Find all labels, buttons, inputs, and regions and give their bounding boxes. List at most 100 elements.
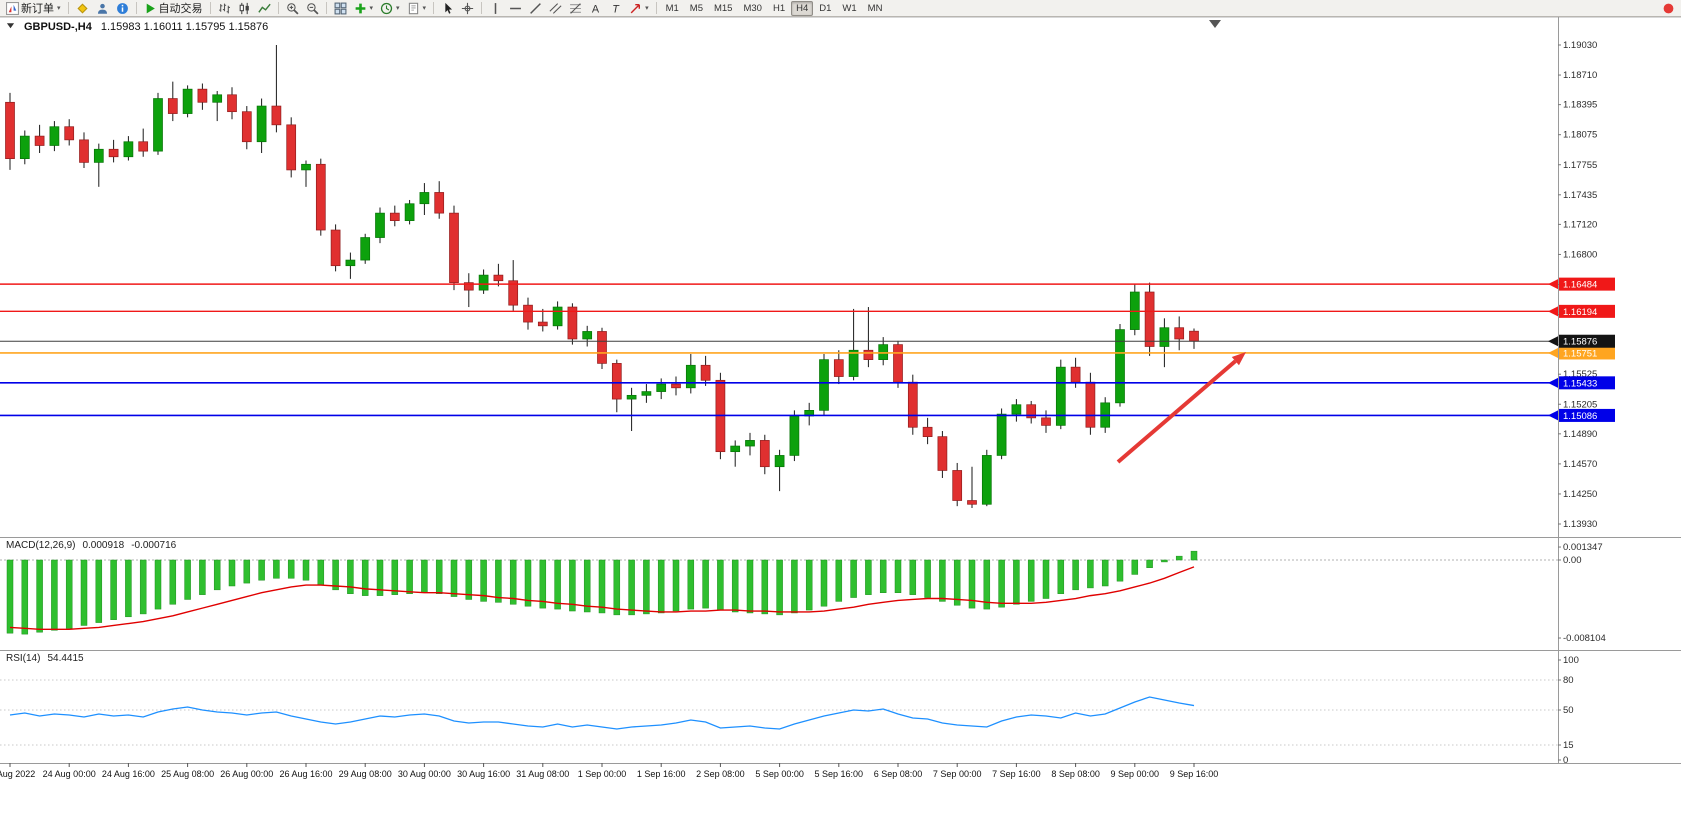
macd-bar (495, 559, 502, 603)
panel-splitter[interactable] (0, 535, 1558, 540)
templates-icon (407, 2, 420, 15)
macd-bar (717, 559, 724, 611)
timeframe-h4-button[interactable]: H4 (791, 0, 814, 16)
price-scale-label: 1.15205 (1563, 399, 1597, 410)
timeframe-m5-button[interactable]: M5 (685, 1, 708, 16)
crosshair-button[interactable] (458, 1, 477, 16)
candle (567, 306, 578, 340)
dropdown-arrow-icon[interactable]: ▾ (369, 5, 374, 12)
trendline-button[interactable] (526, 1, 545, 16)
main-toolbar: 新订单 ▾ 自动交易 ▾ ▾ ▾ A T ▾ M1 M5 M15 M30 H1 H4 D1 W1 MN (0, 0, 1681, 17)
time-axis-label: 30 Aug 16:00 (457, 769, 510, 779)
community-button[interactable] (93, 1, 112, 16)
text-button[interactable]: A (586, 1, 605, 16)
candle (389, 212, 400, 221)
timeframe-m1-button[interactable]: M1 (661, 1, 684, 16)
macd-bar (894, 559, 902, 593)
shift-marker-icon[interactable] (1209, 20, 1221, 28)
zoom-in-icon (286, 2, 299, 15)
line-chart-button[interactable] (255, 1, 274, 16)
timeframe-mn-button[interactable]: MN (863, 1, 888, 16)
line-chart-icon (257, 2, 271, 15)
time-axis[interactable] (0, 763, 1558, 781)
candle (34, 135, 45, 146)
trendline-icon (529, 2, 542, 15)
macd-name: MACD(12,26,9) (6, 540, 76, 551)
dropdown-arrow-icon[interactable]: ▾ (645, 5, 649, 12)
cursor-button[interactable] (438, 1, 457, 16)
macd-bar (80, 559, 88, 626)
fibonacci-button[interactable] (566, 1, 585, 16)
macd-bar (21, 559, 29, 635)
macd-bar (1042, 559, 1050, 599)
notification-indicator[interactable] (1659, 1, 1678, 16)
timeframe-d1-button[interactable]: D1 (814, 1, 836, 16)
channel-button[interactable] (546, 1, 565, 16)
macd-bar (332, 559, 339, 591)
macd-bar (998, 559, 1005, 608)
timeframe-m30-button[interactable]: M30 (738, 1, 766, 16)
notification-icon (1662, 2, 1675, 15)
horizontal-line-button[interactable] (506, 1, 525, 16)
price-tag (1548, 304, 1615, 318)
candle (1115, 329, 1125, 404)
price-tag-value: 1.15086 (1563, 411, 1597, 422)
favorites-button[interactable] (73, 1, 92, 16)
candle (138, 141, 149, 152)
candle (641, 391, 652, 396)
zoom-in-button[interactable] (283, 1, 302, 16)
collapse-triangle-icon[interactable] (6, 21, 15, 33)
candle (227, 94, 237, 113)
macd-bar (509, 559, 517, 605)
dropdown-arrow-icon[interactable]: ▾ (422, 5, 427, 12)
periods-button[interactable]: ▾ (377, 1, 403, 16)
dropdown-arrow-icon[interactable]: ▾ (396, 5, 400, 12)
timeframe-m15-button[interactable]: M15 (709, 1, 737, 16)
timeframe-w1-button[interactable]: W1 (837, 1, 861, 16)
label-button[interactable]: T (606, 1, 625, 16)
zoom-out-icon (306, 2, 319, 15)
arrows-button[interactable]: ▾ (626, 1, 652, 16)
macd-bar (435, 559, 443, 594)
candle (1144, 291, 1155, 347)
macd-bar (1057, 559, 1065, 594)
macd-bar (376, 559, 384, 596)
candle (745, 440, 755, 447)
candle (1070, 366, 1081, 383)
new-order-button-label: 新订单 (21, 3, 54, 15)
channel-icon (549, 2, 562, 15)
candle (922, 426, 933, 438)
macd-bar (1013, 559, 1020, 605)
timeframe-h1-button[interactable]: H1 (768, 1, 790, 16)
candle (449, 212, 459, 283)
macd-bar (287, 559, 295, 579)
vertical-line-button[interactable] (486, 1, 505, 16)
autotrade-button[interactable]: 自动交易 (141, 1, 206, 16)
candle (789, 415, 800, 456)
macd-bar (1027, 559, 1035, 602)
macd-bar (968, 559, 976, 609)
candle-chart-button[interactable] (235, 1, 254, 16)
templates-button[interactable]: ▾ (404, 1, 430, 16)
price-axis[interactable] (1558, 17, 1681, 763)
macd-bar (746, 559, 754, 614)
candle (597, 331, 607, 364)
zoom-out-button[interactable] (303, 1, 322, 16)
trend-arrow[interactable] (1116, 359, 1237, 464)
panel-splitter[interactable] (0, 648, 1558, 653)
macd-bar (228, 559, 236, 587)
macd-bar (569, 559, 576, 612)
price-scale-label: 1.14570 (1563, 459, 1597, 470)
candle (537, 321, 548, 327)
bar-chart-button[interactable] (215, 1, 234, 16)
rsi-name: RSI(14) (6, 653, 41, 664)
dropdown-arrow-icon[interactable]: ▾ (57, 5, 61, 12)
indicators-button[interactable]: ▾ (351, 1, 377, 16)
info-button[interactable] (113, 1, 132, 16)
new-order-button[interactable]: 新订单 ▾ (3, 1, 64, 16)
tile-windows-button[interactable] (331, 1, 350, 16)
price-scale-label: 1.13930 (1563, 519, 1597, 530)
macd-bar (139, 559, 147, 615)
macd-bar (1175, 555, 1183, 561)
